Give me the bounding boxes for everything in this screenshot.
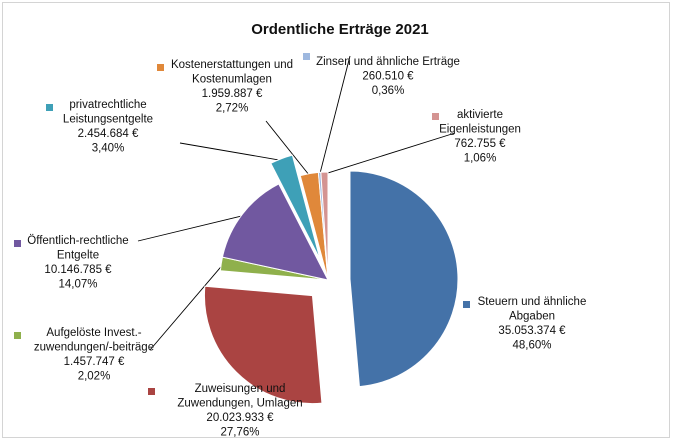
slice-percent-3: 14,07% xyxy=(58,279,97,291)
slice-swatch-3 xyxy=(14,240,21,247)
slice-name-3: Entgelte xyxy=(57,250,99,262)
slice-swatch-2 xyxy=(14,332,21,339)
slice-percent-0: 48,60% xyxy=(512,340,551,352)
chart-title: Ordentliche Erträge 2021 xyxy=(251,21,429,38)
slice-name-5: Kostenumlagen xyxy=(192,74,272,86)
slice-value-3: 10.146.785 € xyxy=(44,264,112,276)
slice-name-1: Zuwendungen, Umlagen xyxy=(177,398,302,410)
leader-lines xyxy=(137,55,456,351)
pie-slice-7 xyxy=(320,171,329,281)
leader-line-6 xyxy=(319,55,351,175)
slice-name-7: aktivierte xyxy=(457,109,503,121)
slice-percent-7: 1,06% xyxy=(464,153,497,165)
slice-name-4: privatrechtliche xyxy=(69,99,146,111)
slice-swatch-5 xyxy=(157,64,164,71)
slice-name-1: Zuweisungen und xyxy=(195,383,286,395)
leader-line-2 xyxy=(149,263,224,351)
slice-value-5: 1.959.887 € xyxy=(202,88,263,100)
pie-slice-1 xyxy=(203,285,323,405)
slice-name-6: Zinsen und ähnliche Erträge xyxy=(316,56,460,68)
slice-name-2: zuwendungen/-beiträge xyxy=(34,342,154,354)
slice-swatch-4 xyxy=(46,104,53,111)
slice-percent-5: 2,72% xyxy=(216,103,249,115)
slice-name-0: Steuern und ähnliche xyxy=(478,296,587,308)
leader-line-5 xyxy=(265,120,310,176)
leader-line-4 xyxy=(179,142,283,161)
slice-value-7: 762.755 € xyxy=(454,138,506,150)
pie-slice-0 xyxy=(349,170,459,388)
slice-name-4: Leistungsentgelte xyxy=(63,114,153,126)
slice-swatch-1 xyxy=(148,388,155,395)
slice-labels: Steuern und ähnliche Abgaben 35.053.374 € 4… xyxy=(14,53,586,439)
slice-swatch-6 xyxy=(303,53,310,60)
slice-value-0: 35.053.374 € xyxy=(498,325,566,337)
pie-slice-4 xyxy=(270,154,321,260)
slice-value-6: 260.510 € xyxy=(362,71,414,83)
slice-value-2: 1.457.747 € xyxy=(64,356,125,368)
slice-percent-2: 2,02% xyxy=(78,371,111,383)
slice-percent-4: 3,40% xyxy=(92,143,125,155)
slice-percent-6: 0,36% xyxy=(372,85,405,97)
slice-name-7: Eigenleistungen xyxy=(439,124,521,136)
slice-percent-1: 27,76% xyxy=(220,427,259,439)
slice-value-1: 20.023.933 € xyxy=(206,412,274,424)
slice-name-0: Abgaben xyxy=(509,311,555,323)
slice-value-4: 2.454.684 € xyxy=(78,128,139,140)
pie-slice-3 xyxy=(221,183,329,281)
slice-swatch-7 xyxy=(432,113,439,120)
slice-swatch-0 xyxy=(463,301,470,308)
slice-name-2: Aufgelöste Invest.- xyxy=(46,327,141,339)
slice-name-3: Öffentlich-rechtliche xyxy=(27,235,128,247)
leader-line-7 xyxy=(324,132,456,175)
leader-line-3 xyxy=(137,214,245,242)
pie-slices xyxy=(203,154,459,405)
chart-frame xyxy=(2,2,670,438)
slice-name-5: Kostenerstattungen und xyxy=(171,59,293,71)
